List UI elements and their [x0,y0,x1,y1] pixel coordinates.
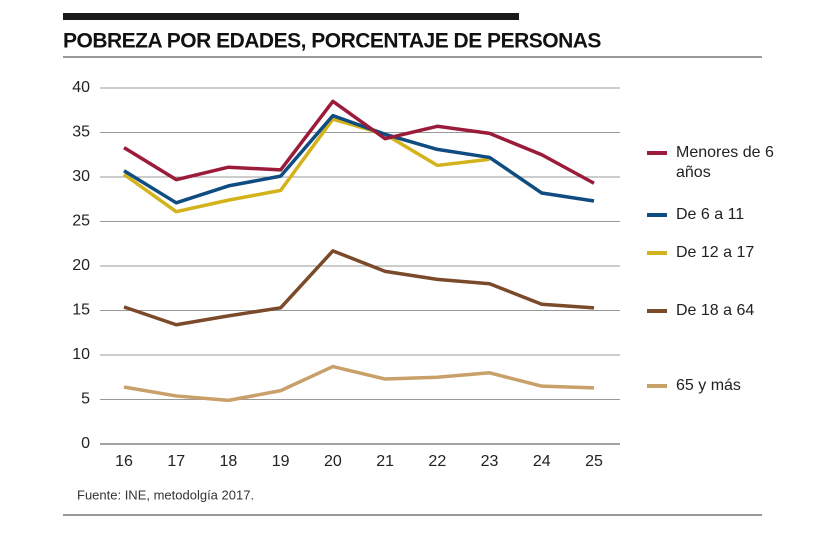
y-tick-label: 20 [72,257,90,274]
source: Fuente: INE, metodolgía 2017. [77,487,254,502]
top-bar [63,13,519,20]
series-line [123,249,595,327]
x-tick-label: 16 [115,453,133,470]
legend-label: 65 y más [676,377,741,394]
y-tick-label: 10 [72,346,90,363]
legend-label: De 12 a 17 [676,244,755,261]
x-tick-label: 17 [167,453,185,470]
series-line [122,117,490,214]
x-tick-label: 19 [272,453,290,470]
y-tick-label: 40 [72,79,90,96]
x-tick-label: 25 [585,453,603,470]
chart-title: POBREZA POR EDADES, PORCENTAJE DE PERSON… [63,30,601,53]
series-line [123,113,595,205]
x-tick-label: 24 [533,453,551,470]
x-tick-label: 23 [481,453,499,470]
series-line [123,364,595,403]
legend-label: De 18 a 64 [676,302,755,319]
x-tick-label: 22 [428,453,446,470]
x-tick-label: 18 [220,453,238,470]
legend-label: De 6 a 11 [676,206,745,223]
y-tick-label: 0 [81,435,90,452]
y-tick-label: 5 [81,391,90,408]
x-tick-label: 20 [324,453,342,470]
y-tick-label: 35 [72,124,90,141]
y-tick-label: 25 [72,213,90,230]
y-tick-label: 30 [72,168,90,185]
y-tick-label: 15 [72,302,90,319]
series-line [123,99,595,185]
legend-label: Menores de 6 años [676,144,774,181]
x-tick-label: 21 [376,453,394,470]
